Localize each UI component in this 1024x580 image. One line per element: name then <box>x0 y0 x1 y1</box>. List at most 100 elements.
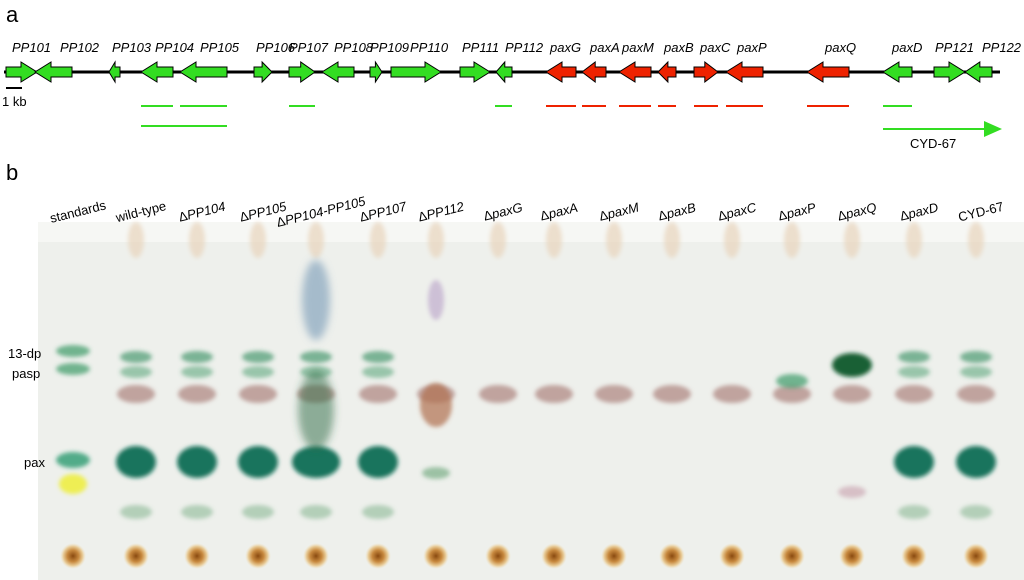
lane-label-text: wild-type <box>113 198 167 225</box>
delta-prefix: Δ <box>777 207 789 224</box>
gene-arrow-pp109 <box>369 60 383 84</box>
compound-label-pax: pax <box>24 455 45 470</box>
green-band <box>776 374 808 388</box>
pasp-band <box>117 385 155 403</box>
lane-label-text: paxB <box>664 200 698 222</box>
green-smear <box>298 370 334 450</box>
13dp-spot <box>120 351 152 363</box>
origin-spot <box>901 543 927 569</box>
origin-spot <box>365 543 391 569</box>
pax-spot <box>177 446 217 478</box>
compound-label-13dp: 13-dp <box>8 346 41 361</box>
gene-arrow-pp111 <box>459 61 491 83</box>
gene-label-paxd: paxD <box>891 40 922 55</box>
lane-label-7: ΔPP112 <box>416 199 466 225</box>
delta-prefix: Δ <box>275 213 287 230</box>
lane-label-1: standards <box>48 197 108 225</box>
gene-label-pp105: PP105 <box>200 40 240 55</box>
gene-arrow-pp112 <box>495 60 513 84</box>
origin-spot <box>963 543 989 569</box>
delta-prefix: Δ <box>898 207 910 224</box>
front-streak <box>490 222 506 258</box>
lane-label-text: paxP <box>784 200 818 222</box>
pasp-band <box>595 385 633 403</box>
origin-spot <box>659 543 685 569</box>
origin-spot <box>779 543 805 569</box>
pasp-band <box>833 385 871 403</box>
pasp-spot <box>898 366 930 378</box>
origin-spot <box>485 543 511 569</box>
origin-spot <box>541 543 567 569</box>
lane-label-text: paxC <box>724 199 759 221</box>
pax-spot <box>894 446 934 478</box>
gene-label-pp109: PP109 <box>370 40 409 55</box>
lower-spot <box>362 505 394 519</box>
13dp-spot <box>300 351 332 363</box>
delta-prefix: Δ <box>657 207 669 224</box>
pasp-band <box>773 385 811 403</box>
delta-prefix: Δ <box>597 207 609 224</box>
gene-arrow-paxb <box>657 60 677 84</box>
front-streak <box>724 222 740 258</box>
lane-label-text: paxA <box>546 200 579 222</box>
lane-label-2: wild-type <box>113 198 167 225</box>
pasp-spot <box>960 366 992 378</box>
front-streak <box>370 222 386 258</box>
gene-label-pp108: PP108 <box>334 40 374 55</box>
pasp-band <box>653 385 691 403</box>
origin-spot <box>60 543 86 569</box>
compound-label-pasp: pasp <box>12 366 40 381</box>
origin-spot <box>184 543 210 569</box>
lower-spot <box>898 505 930 519</box>
pax-spot <box>292 446 340 478</box>
origin-spot <box>601 543 627 569</box>
front-streak <box>906 222 922 258</box>
standard-pasp-spot <box>56 363 90 375</box>
standard-13dp-spot <box>56 345 90 357</box>
gene-label-paxp: paxP <box>736 40 767 55</box>
gene-arrow-paxm <box>618 61 652 83</box>
pasp-band <box>239 385 277 403</box>
lower-spot <box>300 505 332 519</box>
delta-prefix: Δ <box>539 207 551 224</box>
pasp-band <box>895 385 933 403</box>
lane-label-13: ΔpaxP <box>777 200 818 224</box>
gene-arrow-paxg <box>545 61 577 83</box>
pink-spot <box>838 486 866 498</box>
pasp-band <box>957 385 995 403</box>
gene-arrow-pp103 <box>108 60 121 84</box>
gene-label-paxb: paxB <box>663 40 694 55</box>
lane-label-text: PP104 <box>185 199 227 223</box>
origin-spot <box>719 543 745 569</box>
pasp-band <box>535 385 573 403</box>
origin-spot <box>423 543 449 569</box>
gene-arrow-paxq <box>806 61 850 83</box>
gene-label-pp107: PP107 <box>289 40 329 55</box>
pax-spot <box>238 446 278 478</box>
pasp-spot <box>362 366 394 378</box>
tlc-plate-top-edge <box>38 222 1024 242</box>
front-streak <box>844 222 860 258</box>
13dp-spot <box>960 351 992 363</box>
gene-arrow-pp104 <box>140 61 174 83</box>
lower-spot <box>960 505 992 519</box>
lane-label-15: ΔpaxD <box>898 200 940 224</box>
gene-arrow-paxd <box>882 61 913 83</box>
gene-label-pp122: PP122 <box>982 40 1022 55</box>
front-streak <box>128 222 144 258</box>
13dp-spot <box>181 351 213 363</box>
gene-label-paxa: paxA <box>589 40 620 55</box>
front-streak <box>664 222 680 258</box>
front-streak <box>606 222 622 258</box>
small-pax-spot <box>422 467 450 479</box>
deletion-lines <box>141 105 912 127</box>
lane-label-6: ΔPP107 <box>358 198 409 224</box>
pasp-spot <box>181 366 213 378</box>
lower-spot <box>120 505 152 519</box>
scale-bar-label: 1 kb <box>2 94 27 109</box>
gene-arrow-pp121 <box>933 61 966 83</box>
gene-label-pp106: PP106 <box>256 40 296 55</box>
gene-arrow-paxp <box>725 61 764 83</box>
lane-label-9: ΔpaxA <box>539 200 580 224</box>
